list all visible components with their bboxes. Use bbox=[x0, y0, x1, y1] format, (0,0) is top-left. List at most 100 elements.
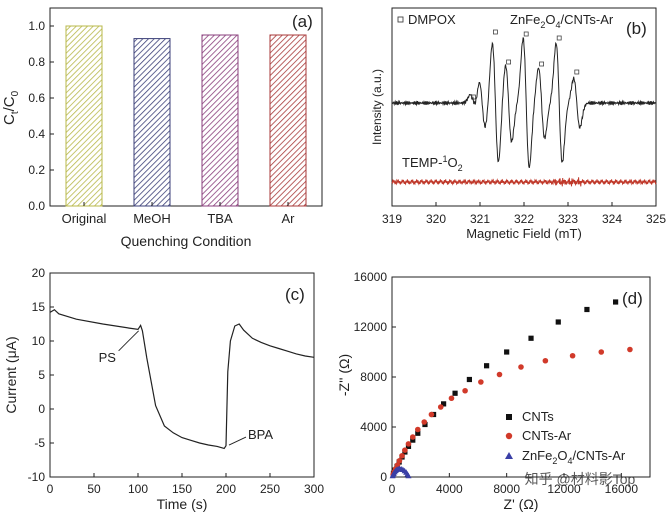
panel-b-epr-spectrum: 319 320 321 322 323 324 325 DMPOX ZnFe2O4/CNTs… bbox=[370, 7, 666, 241]
panel-a-xtick-label: MeOH bbox=[133, 211, 171, 226]
panel-a-xtick-label: Original bbox=[62, 211, 107, 226]
panel-c-ylabel: Current (μA) bbox=[3, 336, 19, 413]
dmpox-marker bbox=[539, 61, 544, 67]
point-cnts-ar bbox=[394, 462, 401, 468]
bar-original bbox=[65, 25, 103, 207]
panel-a-label: (a) bbox=[292, 12, 313, 31]
panel-c-ytick-label: 20 bbox=[32, 266, 46, 280]
panel-a-xtick-label: TBA bbox=[207, 211, 233, 226]
legend-znfe2o4-cnts-ar: ZnFe2O4/CNTs-Ar bbox=[522, 448, 626, 466]
point-cnts-ar bbox=[437, 404, 444, 410]
panel-c-ytick-label: 15 bbox=[32, 300, 46, 314]
point-cnts-ar bbox=[518, 364, 524, 370]
panel-c-xtick-label: 300 bbox=[304, 482, 324, 496]
panel-b-dmpo-series-line bbox=[391, 37, 657, 169]
bar-tba bbox=[201, 34, 239, 207]
panel-d-frame bbox=[391, 276, 651, 478]
panel-c-xlabel: Time (s) bbox=[157, 496, 208, 512]
point-cnts-ar bbox=[421, 419, 428, 425]
point-cnts bbox=[504, 349, 510, 355]
panel-c-xtick-label: 150 bbox=[172, 482, 192, 496]
panel-c-bpa-arrow bbox=[228, 436, 247, 446]
panel-a-bar-chart: 0.0 0.2 0.4 0.6 0.8 1.0 Original MeOH TBA Ar (a)… bbox=[1, 7, 323, 249]
panel-d-ytick-label: 8000 bbox=[360, 370, 387, 384]
point-cnts bbox=[466, 376, 472, 383]
point-cnts-ar bbox=[396, 457, 403, 464]
panel-c-xtick-label: 0 bbox=[47, 482, 54, 496]
legend-cnts: CNTs bbox=[522, 409, 554, 424]
point-cnts-ar bbox=[627, 346, 633, 353]
panel-c-ps-annotation: PS bbox=[99, 350, 117, 365]
point-cnts-ar bbox=[496, 371, 503, 378]
point-cnts-ar bbox=[462, 387, 468, 394]
watermark: 知乎 @材料影Top bbox=[525, 471, 636, 487]
point-cnts bbox=[555, 319, 561, 325]
point-cnts-ar bbox=[409, 434, 416, 440]
point-cnts-ar bbox=[598, 349, 605, 355]
point-cnts bbox=[528, 335, 534, 341]
panel-d-xtick-label: 12000 bbox=[547, 482, 581, 496]
panel-a-xlabel: Quenching Condition bbox=[121, 233, 252, 249]
point-cnts bbox=[613, 299, 619, 305]
dmpox-marker bbox=[492, 29, 498, 35]
panel-a-ylabel: Ct/C0 bbox=[1, 90, 21, 125]
point-cnts-ar bbox=[428, 411, 435, 418]
panel-c-ytick-label: 0 bbox=[38, 402, 45, 416]
panel-a-ytick-label: 0.4 bbox=[28, 127, 45, 141]
bar-ar bbox=[269, 34, 307, 207]
bar-meoh bbox=[133, 38, 171, 207]
panel-c-ytick-label: 5 bbox=[38, 368, 45, 382]
panel-b-legend-square-icon bbox=[397, 16, 404, 23]
point-cnts bbox=[484, 363, 490, 369]
panel-d-ytick-label: 16000 bbox=[354, 270, 388, 284]
panel-c-current-line bbox=[49, 308, 315, 450]
panel-d-ytick-label: 0 bbox=[380, 470, 387, 484]
panel-b-label: (b) bbox=[626, 19, 647, 38]
point-cnts bbox=[410, 437, 416, 443]
panel-b-xtick-label: 325 bbox=[646, 212, 666, 226]
panel-a-frame bbox=[49, 7, 323, 207]
legend-cnts-ar: CNTs-Ar bbox=[522, 428, 572, 443]
point-cnts-ar bbox=[399, 452, 405, 459]
panel-a-ytick-label: 1.0 bbox=[28, 19, 45, 33]
point-cnts-ar bbox=[569, 352, 576, 359]
dmpox-marker bbox=[523, 31, 529, 37]
point-cnts bbox=[584, 306, 590, 313]
point-cnts-ar bbox=[478, 379, 484, 385]
point-cnts-ar bbox=[542, 357, 549, 364]
panel-b-xtick-label: 321 bbox=[470, 212, 490, 226]
point-cnts-ar bbox=[402, 447, 408, 453]
panel-c-xtick-label: 50 bbox=[87, 482, 101, 496]
panel-b-temp-series-line bbox=[391, 177, 657, 187]
panel-b-sample-label: ZnFe2O4/CNTs-Ar bbox=[510, 12, 614, 30]
panel-d-xlabel: Z' (Ω) bbox=[504, 496, 539, 512]
legend-square-icon bbox=[506, 414, 512, 420]
panel-d-xtick-label: 4000 bbox=[436, 482, 463, 496]
panel-d-legend: CNTs CNTs-Ar ZnFe2O4/CNTs-Ar bbox=[505, 409, 626, 466]
panel-d-xtick-label: 8000 bbox=[493, 482, 520, 496]
panel-b-xlabel: Magnetic Field (mT) bbox=[466, 226, 582, 241]
panel-d-ytick-label: 12000 bbox=[354, 320, 388, 334]
panel-b-temp-label: TEMP-1O2 bbox=[402, 154, 463, 173]
point-cnts-ar bbox=[405, 441, 412, 447]
panel-a-ytick-label: 0.8 bbox=[28, 55, 45, 69]
legend-triangle-icon bbox=[505, 452, 513, 459]
panel-d-xtick-label: 0 bbox=[389, 482, 396, 496]
panel-a-ytick-label: 0.6 bbox=[28, 91, 45, 105]
point-cnts-ar bbox=[415, 426, 421, 433]
panel-c-xtick-label: 200 bbox=[216, 482, 236, 496]
panel-c-ytick-label: -5 bbox=[34, 436, 45, 450]
panel-a-xtick-label: Ar bbox=[282, 211, 296, 226]
panel-a-ytick-label: 0.2 bbox=[28, 163, 45, 177]
panel-b-frame bbox=[391, 7, 657, 207]
panel-c-xtick-label: 100 bbox=[128, 482, 148, 496]
legend-circle-icon bbox=[505, 432, 513, 440]
panel-b-ylabel: Intensity (a.u.) bbox=[370, 69, 384, 145]
panel-c-frame bbox=[49, 272, 315, 478]
point-cnts bbox=[415, 430, 421, 436]
panel-c-xtick-label: 250 bbox=[260, 482, 280, 496]
panel-d-label: (d) bbox=[622, 289, 643, 308]
